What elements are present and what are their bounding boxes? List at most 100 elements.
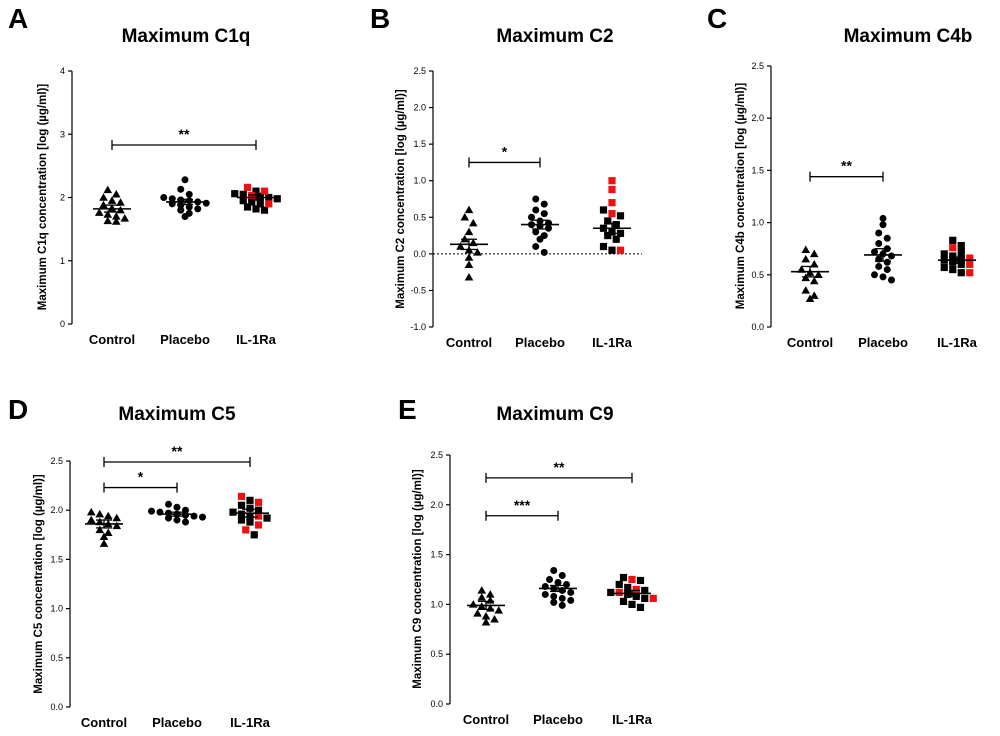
highlighted-data-point <box>254 498 263 506</box>
panel-d: D Maximum C5 Maximum C5 concentration [log… <box>8 394 271 730</box>
data-point <box>103 210 113 218</box>
data-point <box>231 190 239 198</box>
data-point <box>628 600 636 608</box>
x-category-label: IL-1Ra <box>937 335 978 350</box>
data-point <box>256 200 264 208</box>
significance-label: ** <box>172 443 183 459</box>
data-point <box>165 500 172 508</box>
x-category-label: Placebo <box>533 712 583 727</box>
data-point <box>809 291 819 299</box>
data-point <box>99 193 108 201</box>
data-point <box>239 197 247 205</box>
data-point <box>540 248 548 256</box>
significance-bracket: *** <box>485 497 559 521</box>
group-placebo <box>148 500 206 526</box>
significance-label: ** <box>554 459 565 475</box>
highlighted-data-point <box>966 269 974 277</box>
highlighted-data-point <box>243 183 252 191</box>
data-point <box>473 609 482 617</box>
data-point <box>237 501 246 509</box>
data-point <box>532 243 540 251</box>
y-axis-label: Maximum C9 concentration [log (µg/ml)] <box>412 469 424 689</box>
y-tick-label: 1.5 <box>430 550 443 560</box>
data-point <box>540 210 548 218</box>
data-point <box>148 507 155 515</box>
y-tick-label: 2.5 <box>751 61 764 71</box>
data-point <box>111 190 121 198</box>
y-tick-label: 0.5 <box>751 270 764 280</box>
data-point <box>86 507 96 516</box>
highlighted-data-point <box>649 594 657 603</box>
data-point <box>949 236 957 244</box>
data-point <box>540 200 548 208</box>
data-point <box>94 208 104 216</box>
data-point <box>194 205 202 213</box>
significance-bracket: * <box>468 143 541 168</box>
x-category-label: Control <box>81 715 127 730</box>
y-tick-label: 2.0 <box>50 505 63 515</box>
significance-bracket: ** <box>111 126 257 151</box>
data-point <box>875 229 883 237</box>
data-point <box>112 521 122 530</box>
y-tick-label: 1.0 <box>751 218 764 228</box>
y-axis-label: Maximum C5 concentration [log (µg/ml)] <box>33 474 45 694</box>
data-point <box>957 260 965 268</box>
data-point <box>636 603 645 611</box>
data-point <box>103 216 113 225</box>
highlighted-data-point <box>616 246 625 254</box>
data-point <box>456 242 465 250</box>
data-point <box>541 590 549 598</box>
data-point <box>473 248 482 256</box>
y-tick-label: 0 <box>60 319 65 329</box>
data-point <box>99 200 108 209</box>
data-point <box>567 588 575 596</box>
group-placebo <box>539 567 577 609</box>
data-point <box>532 195 540 203</box>
y-tick-label: 2.0 <box>430 500 443 510</box>
data-point <box>636 576 645 585</box>
y-tick-label: 0.5 <box>50 653 63 663</box>
y-tick-label: 1 <box>60 256 65 266</box>
chart-title: Maximum C5 <box>118 404 236 425</box>
data-point <box>237 516 246 524</box>
y-tick-label: 0.0 <box>413 249 426 259</box>
data-point <box>173 516 181 524</box>
x-category-label: Control <box>89 332 135 347</box>
data-point <box>641 586 649 595</box>
data-point <box>86 515 96 524</box>
group-control <box>791 245 829 303</box>
y-tick-label: 2.0 <box>751 113 764 123</box>
data-point <box>99 539 109 547</box>
data-point <box>95 525 105 534</box>
data-point <box>468 600 478 608</box>
data-point <box>809 249 819 258</box>
data-point <box>532 206 540 214</box>
data-point <box>888 276 895 284</box>
x-category-label: IL-1Ra <box>612 712 653 727</box>
data-point <box>112 513 122 522</box>
data-point <box>536 235 544 243</box>
data-point <box>616 212 625 220</box>
data-point <box>608 246 616 254</box>
chart-title: Maximum C9 <box>496 404 613 425</box>
data-point <box>202 199 210 207</box>
x-category-label: IL-1Ra <box>236 332 277 347</box>
data-point <box>260 206 269 214</box>
y-tick-label: 4 <box>60 66 65 76</box>
data-point <box>957 254 965 262</box>
highlighted-data-point <box>966 254 974 262</box>
highlighted-data-point <box>237 492 246 501</box>
data-point <box>168 195 176 203</box>
group-control <box>467 586 505 626</box>
y-tick-label: -0.5 <box>410 285 426 295</box>
y-tick-label: 2.5 <box>50 456 63 466</box>
data-point <box>624 590 632 599</box>
y-tick-label: 0.0 <box>50 702 63 712</box>
data-point <box>246 518 254 526</box>
data-point <box>558 594 566 602</box>
data-point <box>477 593 487 601</box>
x-category-label: Control <box>787 335 833 350</box>
data-point <box>545 224 552 232</box>
data-point <box>616 229 625 237</box>
data-point <box>103 185 113 194</box>
